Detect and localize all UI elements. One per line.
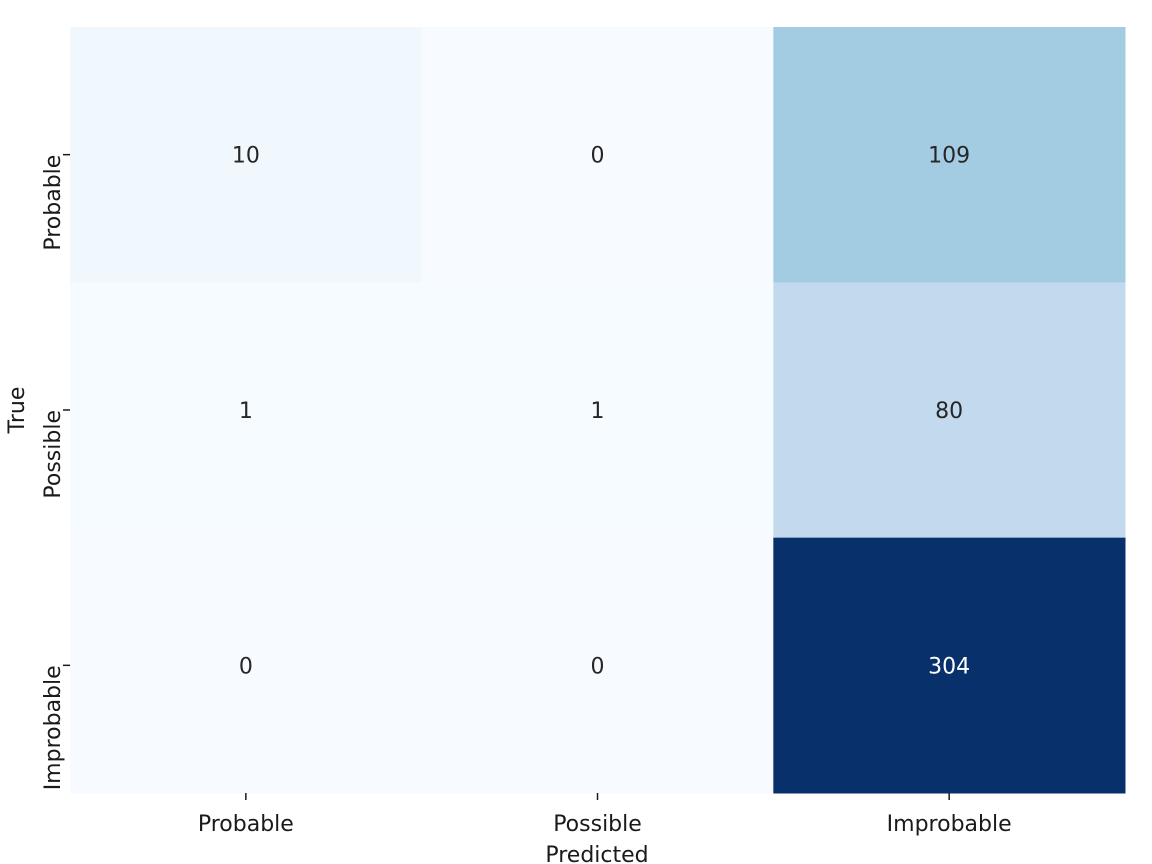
y-tick-label: Probable — [41, 155, 66, 251]
heatmap-cell-label: 109 — [928, 144, 970, 169]
y-axis-label: True — [5, 387, 30, 435]
heatmap-cell — [70, 282, 423, 539]
heatmap-cell-label: 304 — [928, 654, 970, 679]
y-tick-label: Improbable — [41, 665, 66, 790]
heatmap-cell-label: 0 — [591, 144, 605, 169]
heatmap-cell-label: 1 — [239, 399, 253, 424]
y-tick-label: Possible — [41, 410, 66, 499]
x-tick-label: Possible — [553, 812, 642, 837]
heatmap-cell-label: 0 — [591, 654, 605, 679]
heatmap-cell — [70, 537, 423, 794]
x-axis-label: Predicted — [545, 843, 648, 864]
heatmap-cell — [773, 537, 1126, 794]
x-tick-label: Probable — [198, 812, 294, 837]
heatmap-cell-label: 80 — [935, 399, 963, 424]
heatmap-cell — [70, 27, 423, 283]
heatmap-cell — [421, 537, 774, 794]
y-axis-ticks: Probable Possible Improbable — [41, 153, 70, 790]
heatmap-cell-label: 1 — [591, 399, 605, 424]
heatmap-cell — [773, 282, 1126, 539]
heatmap-cells — [70, 27, 1126, 794]
heatmap-cell — [421, 27, 774, 283]
heatmap-cell — [421, 282, 774, 539]
x-tick-label: Improbable — [887, 812, 1012, 837]
heatmap-cell-label: 10 — [232, 144, 260, 169]
heatmap-cell-label: 0 — [239, 654, 253, 679]
heatmap-cell-labels: 10 0 109 1 1 80 0 0 304 — [232, 144, 970, 680]
heatmap-cell — [773, 27, 1126, 283]
x-axis-ticks: Probable Possible Improbable — [198, 793, 1012, 837]
